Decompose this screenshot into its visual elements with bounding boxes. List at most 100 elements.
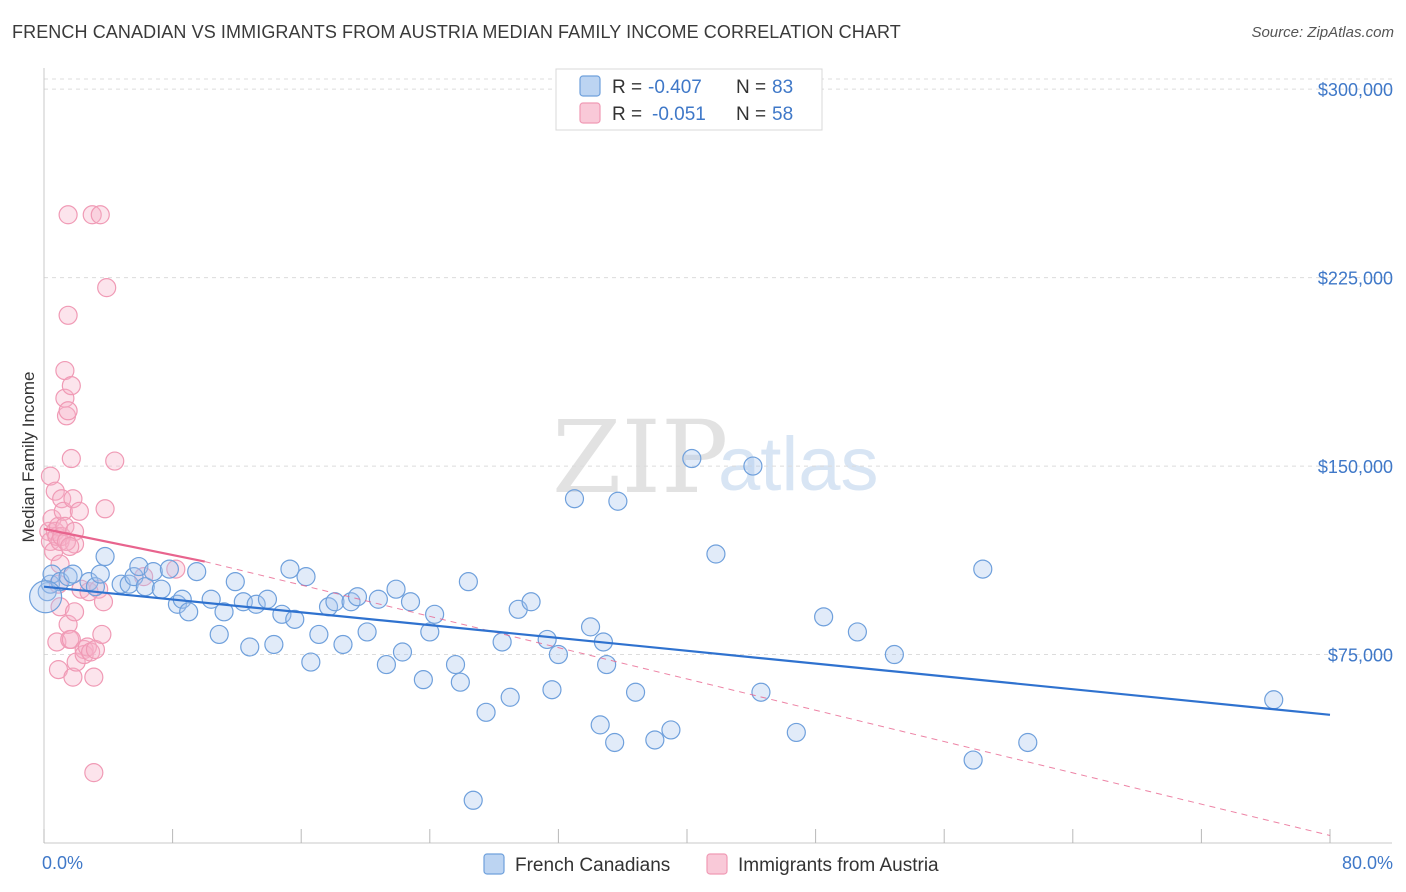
legend-n-value-2: 58 xyxy=(772,104,793,125)
french-canadian-point-5 xyxy=(63,564,83,584)
french-canadian-point-72 xyxy=(661,720,681,740)
french-canadian-point-49 xyxy=(420,622,440,642)
french-canadian-point-24 xyxy=(214,602,234,622)
austria-point-34 xyxy=(61,629,81,650)
axes xyxy=(43,68,1392,844)
legend-n-value-1: 83 xyxy=(772,77,793,98)
y-tick-label-3: $300,000 xyxy=(1318,80,1393,100)
french-canadian-point-70 xyxy=(625,682,646,702)
legend-n-label-2: N = xyxy=(736,104,766,125)
french-canadian-point-53 xyxy=(458,572,478,592)
french-canadian-point-74 xyxy=(706,544,726,564)
trend-lines xyxy=(43,527,1331,836)
austria-point-18 xyxy=(50,597,70,617)
chart-title: FRENCH CANADIAN VS IMMIGRANTS FROM AUSTR… xyxy=(12,22,901,42)
french-canadian-point-48 xyxy=(413,670,433,690)
bottom-legend-swatch-blue xyxy=(483,853,505,875)
french-canadian-point-50 xyxy=(425,604,445,624)
french-canadian-point-39 xyxy=(333,634,353,655)
austria-point-6 xyxy=(45,481,65,501)
bottom-legend: French Canadians Immigrants from Austria xyxy=(483,853,939,876)
austria-point-27 xyxy=(61,448,81,469)
bottom-legend-french-canadians: French Canadians xyxy=(515,855,670,876)
french-canadian-point-51 xyxy=(445,654,466,675)
series-austria-points xyxy=(39,205,186,783)
austria-point-28 xyxy=(63,489,83,509)
austria-point-22 xyxy=(58,205,78,225)
french-canadian-point-30 xyxy=(264,634,284,655)
french-canadian-point-42 xyxy=(357,622,377,642)
watermark-zip: ZIP xyxy=(552,399,728,516)
y-tick-label-1: $150,000 xyxy=(1318,457,1393,477)
french-canadian-point-59 xyxy=(521,592,541,612)
french-canadian-point-8 xyxy=(90,564,110,584)
french-canadian-point-44 xyxy=(376,654,396,675)
austria-point-52 xyxy=(95,499,115,519)
legend-r-label-2: R = xyxy=(612,104,642,125)
french-canadian-point-15 xyxy=(143,562,163,582)
y-axis-label: Median Family Income xyxy=(19,371,38,542)
austria-point-23 xyxy=(58,305,78,325)
french-canadian-point-41 xyxy=(347,587,368,607)
french-canadian-point-54 xyxy=(463,790,483,810)
bottom-legend-austria: Immigrants from Austria xyxy=(738,855,939,876)
french-canadian-point-73 xyxy=(682,448,702,469)
french-canadian-point-23 xyxy=(209,624,229,645)
french-canadian-point-46 xyxy=(392,642,413,662)
y-tick-labels: $75,000 $150,000 $225,000 $300,000 xyxy=(1318,80,1393,665)
y-tick-label-0: $75,000 xyxy=(1328,646,1393,666)
austria-point-35 xyxy=(63,667,83,687)
french-canadian-point-62 xyxy=(548,644,569,665)
legend-swatch-blue xyxy=(579,75,601,97)
french-canadian-point-75 xyxy=(743,456,763,476)
austria-point-46 xyxy=(84,667,104,687)
french-canadian-point-9 xyxy=(95,546,115,567)
french-canadian-point-35 xyxy=(301,652,321,672)
austria-point-26 xyxy=(61,376,81,396)
austria-point-57 xyxy=(84,763,104,783)
legend-r-value-2: -0.051 xyxy=(652,104,706,125)
french-canadian-point-79 xyxy=(847,622,867,642)
austria-point-48 xyxy=(89,579,109,599)
legend-r-value-1: -0.407 xyxy=(648,77,702,98)
austria-point-54 xyxy=(105,451,125,471)
french-canadian-point-45 xyxy=(386,579,406,599)
austria-trend-line xyxy=(43,527,205,563)
austria-point-56 xyxy=(166,559,186,579)
french-canadian-point-61 xyxy=(542,680,562,700)
french-canadian-point-63 xyxy=(564,489,585,509)
austria-point-49 xyxy=(90,205,110,225)
french-canadian-cluster-point xyxy=(29,580,63,614)
austria-point-15 xyxy=(55,516,75,536)
french-canadian-point-65 xyxy=(590,715,610,735)
french-canadian-point-76 xyxy=(751,682,771,702)
french-canadian-point-52 xyxy=(450,672,470,692)
french-canadian-point-77 xyxy=(786,722,806,743)
french-canadian-point-84 xyxy=(1264,690,1284,710)
austria-point-36 xyxy=(64,602,85,622)
legend-n-label-1: N = xyxy=(736,77,766,98)
french-canadian-point-27 xyxy=(240,637,260,657)
french-canadian-point-2 xyxy=(42,564,62,584)
french-canadian-point-43 xyxy=(368,589,388,609)
french-canadian-point-66 xyxy=(605,732,625,753)
austria-point-38 xyxy=(69,501,89,521)
french-canadian-point-64 xyxy=(580,617,601,637)
french-canadian-trend-line xyxy=(43,585,1331,716)
x-tick-label-max: 80.0% xyxy=(1342,853,1393,873)
french-canadian-point-60 xyxy=(537,629,557,650)
french-canadian-point-57 xyxy=(500,687,520,707)
austria-point-42 xyxy=(77,637,98,657)
french-canadian-point-16 xyxy=(151,579,171,599)
austria-point-32 xyxy=(58,614,78,634)
x-tick-label-min: 0.0% xyxy=(42,853,83,873)
austria-point-53 xyxy=(97,278,117,298)
french-canadian-point-29 xyxy=(257,589,278,609)
french-canadian-point-80 xyxy=(884,644,904,665)
french-canadian-point-82 xyxy=(973,559,993,579)
french-canadian-point-69 xyxy=(608,491,628,511)
french-canadian-point-47 xyxy=(400,592,421,612)
austria-point-45 xyxy=(82,205,102,225)
french-canadian-point-33 xyxy=(285,609,305,629)
